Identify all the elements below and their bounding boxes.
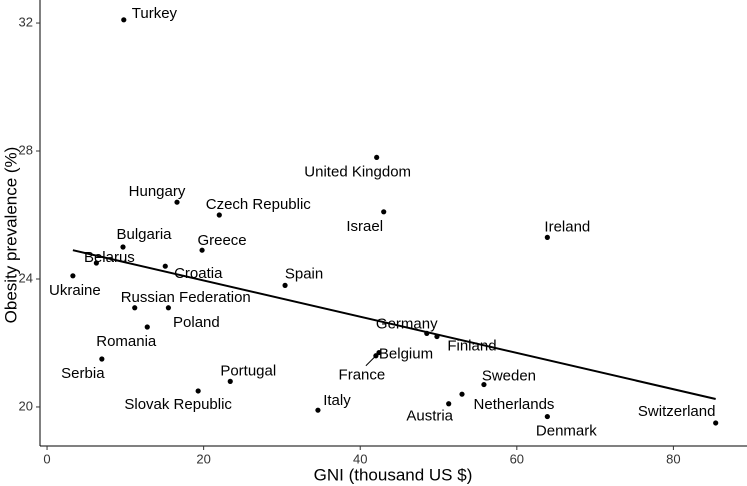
point-label: Russian Federation <box>121 289 251 306</box>
point-label: Denmark <box>536 423 597 440</box>
point <box>121 17 127 23</box>
point <box>120 244 126 250</box>
y-tick-label: 24 <box>19 270 33 285</box>
point <box>174 199 180 205</box>
point <box>315 407 321 413</box>
point-label: Israel <box>346 218 383 235</box>
point-label: Portugal <box>220 362 276 379</box>
point-label: Turkey <box>132 5 178 22</box>
point <box>374 154 380 161</box>
point <box>446 401 452 407</box>
point <box>481 381 487 388</box>
point-label: Italy <box>323 392 351 409</box>
point-label: Czech Republic <box>206 196 312 213</box>
point <box>165 305 172 311</box>
point-label: Spain <box>285 265 323 282</box>
point <box>195 388 201 394</box>
y-axis-title: Obesity prevalence (%) <box>1 147 20 324</box>
x-axis-title: GNI (thousand US $) <box>314 465 473 484</box>
point <box>713 420 719 426</box>
point-label: Ireland <box>544 218 590 235</box>
point-label: Finland <box>447 338 496 355</box>
point-label: Slovak Republic <box>124 396 232 413</box>
point <box>162 263 168 269</box>
point-label: Belgium <box>379 346 433 363</box>
point <box>434 333 440 340</box>
point <box>199 247 205 253</box>
x-tick-label: 40 <box>353 451 367 466</box>
point <box>282 282 288 288</box>
point-label: Hungary <box>129 183 186 200</box>
trend-line <box>72 249 716 400</box>
point-label: Serbia <box>61 365 105 382</box>
point-label: Sweden <box>482 368 536 385</box>
point-label: Switzerland <box>638 403 716 420</box>
point <box>70 273 76 279</box>
point-label: Bulgaria <box>116 226 172 243</box>
point-label: Croatia <box>174 265 223 282</box>
point <box>216 212 222 218</box>
point-label: Netherlands <box>474 396 555 413</box>
point-label: United Kingdom <box>304 163 411 180</box>
x-tick-label: 60 <box>510 451 524 466</box>
point <box>381 209 387 215</box>
point-label: Germany <box>376 315 438 332</box>
point <box>132 305 138 311</box>
point <box>544 234 550 240</box>
label-connector <box>365 355 377 367</box>
point <box>144 324 150 330</box>
x-tick-label: 20 <box>196 451 210 466</box>
point-label: Ukraine <box>49 282 101 299</box>
point-label: France <box>339 367 386 384</box>
x-tick-label: 80 <box>666 451 680 466</box>
point <box>424 330 430 336</box>
point <box>227 378 233 384</box>
point <box>376 349 382 356</box>
point <box>459 391 465 397</box>
point-label: Romania <box>96 333 157 350</box>
point-label: Greece <box>197 232 246 249</box>
point-label: Poland <box>173 314 220 331</box>
y-tick-label: 20 <box>19 398 33 413</box>
point <box>93 260 99 266</box>
point-label: Belarus <box>84 249 135 266</box>
y-tick-label: 28 <box>19 142 33 157</box>
point-label: Austria <box>406 408 453 425</box>
point <box>99 356 105 362</box>
y-tick-label: 32 <box>19 14 33 29</box>
x-tick-label: 0 <box>43 451 50 466</box>
point <box>544 413 550 420</box>
